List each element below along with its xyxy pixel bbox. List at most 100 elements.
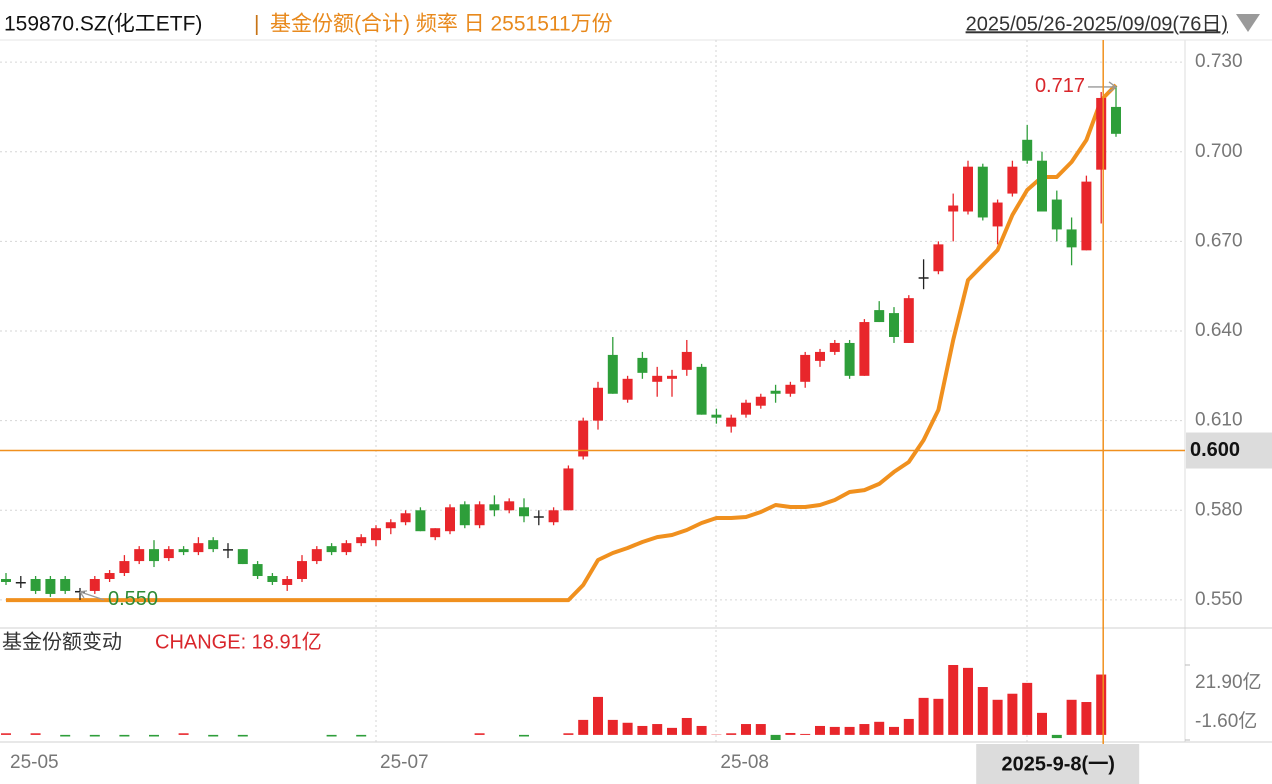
candle-body — [992, 202, 1003, 227]
candle-body — [237, 549, 248, 565]
date-range[interactable]: 2025/05/26-2025/09/09(76日) — [966, 13, 1228, 35]
candle-body — [45, 579, 56, 594]
bar — [963, 667, 973, 735]
bar — [874, 721, 885, 735]
candle-body — [504, 501, 515, 511]
candle-body — [134, 549, 145, 562]
candle-body — [326, 546, 337, 553]
candle-body — [1007, 166, 1018, 194]
x-tick-label: 25-08 — [720, 752, 769, 773]
bar — [1051, 734, 1062, 739]
bar — [622, 722, 633, 735]
bar — [785, 732, 796, 735]
header-code: 159870.SZ(化工ETF) — [4, 13, 202, 36]
bar — [1066, 699, 1077, 735]
bar — [637, 725, 648, 735]
bar — [903, 718, 914, 735]
candle-body — [1, 579, 11, 582]
candle-body — [371, 528, 381, 541]
sub-annotation: CHANGE: 18.91亿 — [155, 630, 322, 653]
candle-body — [60, 579, 71, 591]
bar — [992, 699, 1003, 735]
candle-body — [208, 540, 219, 550]
min-arrow — [79, 590, 105, 601]
candle-body — [933, 244, 944, 272]
candle-body — [30, 579, 41, 591]
candle-body — [681, 351, 692, 370]
bar — [977, 687, 988, 735]
candle-body — [726, 417, 737, 427]
y-tick-label: 0.700 — [1195, 141, 1243, 162]
candle-body — [474, 504, 485, 526]
y-tick-label: 21.90亿 — [1195, 671, 1262, 693]
dropdown-arrow[interactable] — [1236, 14, 1260, 32]
bar — [1081, 702, 1092, 735]
x-tick-label: 25-07 — [380, 752, 429, 773]
candle-body — [1022, 139, 1033, 161]
bar — [519, 734, 529, 737]
candle-body — [149, 549, 159, 562]
candle-body — [874, 310, 885, 323]
candle-body — [178, 549, 189, 553]
bar — [119, 734, 130, 737]
candle-body — [252, 564, 263, 577]
candle-body — [918, 277, 929, 279]
candle-body — [356, 537, 367, 544]
candle-body — [977, 166, 988, 218]
header-indicator: 基金份额(合计) 频率 日 2551511万份 — [270, 13, 613, 36]
y-tick-label: 0.550 — [1195, 589, 1243, 610]
header-separator: | — [254, 13, 259, 36]
candle-body — [489, 504, 500, 511]
candle-body — [89, 579, 100, 591]
candle-body — [652, 375, 663, 382]
candle-body — [889, 313, 899, 337]
bar — [208, 734, 219, 737]
crosshair-date-label: 2025-9-8(一) — [1002, 753, 1115, 775]
candle-body — [548, 510, 559, 523]
candle-body — [267, 576, 278, 582]
y-tick-label: -1.60亿 — [1195, 710, 1257, 732]
bar — [829, 726, 840, 735]
candle-body — [385, 522, 396, 529]
bar — [563, 733, 574, 735]
candle-body — [578, 420, 589, 457]
bar — [30, 733, 41, 735]
bar — [800, 733, 811, 735]
candle-body — [119, 561, 130, 574]
crosshair-price-box — [1186, 432, 1272, 469]
candle-body — [193, 543, 204, 553]
bar — [60, 734, 71, 737]
candle-body — [755, 396, 766, 406]
candle-body — [1111, 106, 1121, 134]
bar — [667, 727, 677, 735]
bar — [652, 724, 663, 735]
share-line — [6, 83, 1118, 603]
candle-body — [519, 507, 529, 517]
x-tick-label: 25-05 — [10, 752, 59, 773]
candle-body — [563, 468, 574, 511]
bar — [933, 698, 944, 735]
y-tick-label: 0.730 — [1195, 51, 1243, 72]
candle-body — [948, 205, 959, 212]
candle-body — [297, 561, 307, 579]
bar — [474, 733, 485, 735]
candle-body — [741, 402, 751, 415]
candle-body — [770, 390, 781, 394]
candle-body — [341, 543, 352, 553]
bar — [1, 733, 11, 735]
candle-body — [430, 528, 441, 538]
candle-body — [282, 579, 293, 585]
candle-body — [311, 549, 322, 562]
bar — [607, 719, 618, 735]
bar — [889, 726, 899, 735]
crosshair-price-label: 0.600 — [1190, 439, 1240, 461]
candle-body — [163, 549, 174, 559]
min-label: 0.550 — [108, 588, 158, 610]
candle-body — [785, 384, 796, 394]
candle-body — [1051, 199, 1062, 230]
bar — [593, 696, 603, 735]
candle-body — [963, 166, 973, 212]
